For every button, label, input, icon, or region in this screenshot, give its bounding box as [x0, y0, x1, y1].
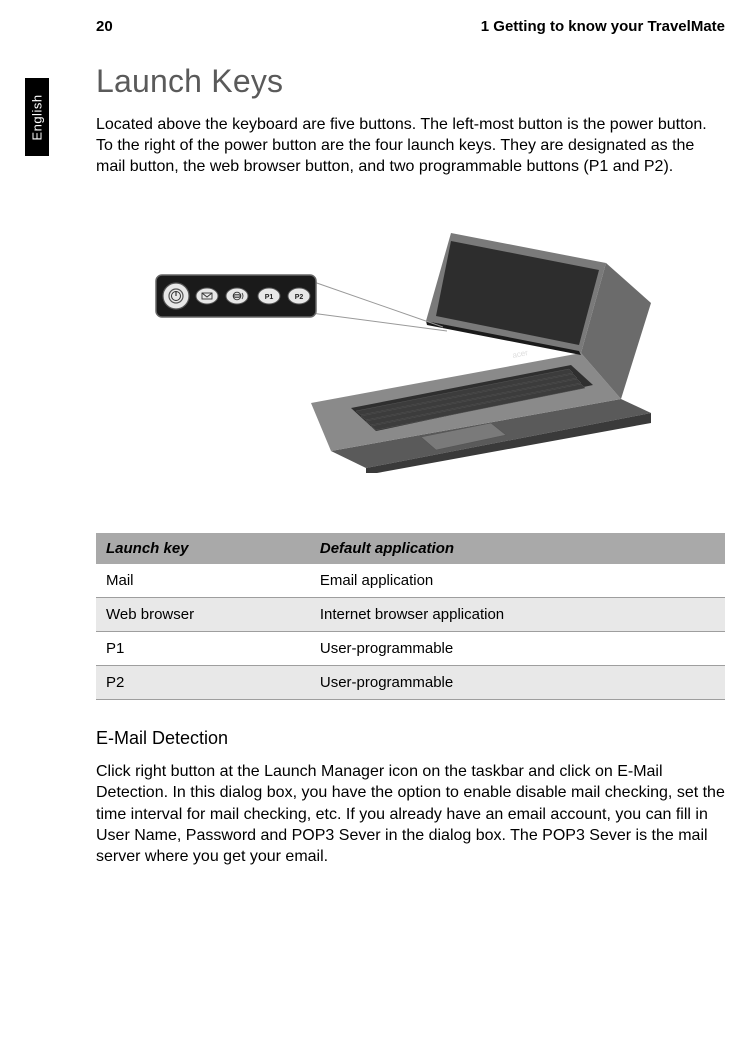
- cell-app: Internet browser application: [310, 598, 725, 632]
- table-row: Mail Email application: [96, 564, 725, 598]
- intro-paragraph: Located above the keyboard are five butt…: [96, 114, 725, 177]
- launch-key-panel: P1 P2: [156, 275, 316, 317]
- subheading: E-Mail Detection: [96, 728, 725, 749]
- table-header-app: Default application: [310, 533, 725, 564]
- cell-key: P2: [96, 666, 310, 700]
- table-row: P1 User-programmable: [96, 632, 725, 666]
- web-button: [226, 288, 248, 304]
- mail-button: [196, 288, 218, 304]
- p1-button: P1: [258, 288, 280, 304]
- cell-app: User-programmable: [310, 632, 725, 666]
- brand-text: acer: [511, 348, 528, 360]
- p2-button: P2: [288, 288, 310, 304]
- cell-key: P1: [96, 632, 310, 666]
- svg-text:P2: P2: [294, 294, 303, 301]
- body-paragraph: Click right button at the Launch Manager…: [96, 761, 725, 867]
- table-row: Web browser Internet browser application: [96, 598, 725, 632]
- language-tab-label: English: [30, 94, 45, 140]
- laptop-figure: acer: [96, 213, 725, 473]
- cell-key: Web browser: [96, 598, 310, 632]
- table-header-key: Launch key: [96, 533, 310, 564]
- cell-key: Mail: [96, 564, 310, 598]
- laptop-illustration: acer: [151, 213, 671, 473]
- cell-app: Email application: [310, 564, 725, 598]
- page-number: 20: [96, 18, 113, 35]
- language-tab: English: [25, 78, 49, 156]
- cell-app: User-programmable: [310, 666, 725, 700]
- table-row: P2 User-programmable: [96, 666, 725, 700]
- chapter-title: 1 Getting to know your TravelMate: [481, 18, 725, 35]
- page-title: Launch Keys: [96, 63, 725, 100]
- launch-key-table: Launch key Default application Mail Emai…: [96, 533, 725, 700]
- svg-text:P1: P1: [264, 294, 273, 301]
